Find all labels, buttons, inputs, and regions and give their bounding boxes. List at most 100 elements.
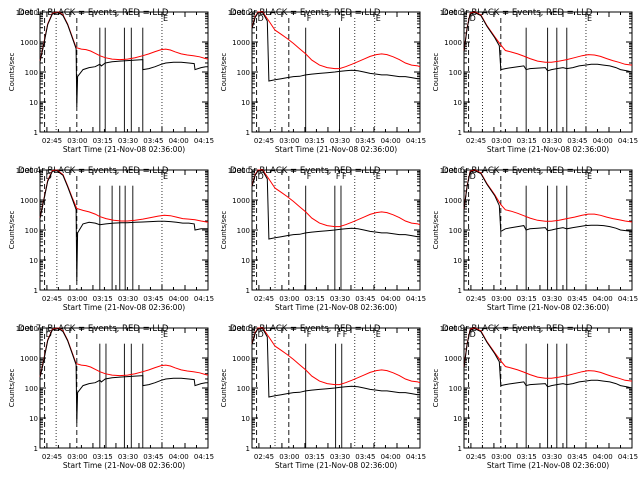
x-axis-label: Start Time (21-Nov-08 02:36:00) xyxy=(487,145,609,154)
x-tick-label: 02:45 xyxy=(466,295,486,303)
panel-det-8: Det 8r BLACK = Events, RED = LLD 1 10 100 10… xyxy=(220,324,426,470)
x-tick-label: 04:15 xyxy=(194,295,214,303)
marker-label: E xyxy=(376,172,381,181)
panel-det-2: Det 2r BLACK = Events, RED = LLD 1 10 100 10… xyxy=(220,8,426,154)
x-tick-label: 02:45 xyxy=(466,453,486,461)
x-tick-label: 02:45 xyxy=(254,137,274,145)
lld-series-line xyxy=(39,169,209,223)
x-tick-label: 03:45 xyxy=(143,453,163,461)
marker-label: F xyxy=(337,330,342,339)
x-tick-label: 03:15 xyxy=(93,137,113,145)
y-tick-label: 1 xyxy=(246,445,250,453)
events-series-line xyxy=(463,328,633,389)
y-axis-label: Counts/sec xyxy=(432,369,440,408)
x-tick-label: 02:45 xyxy=(466,137,486,145)
x-tick-label: 03:45 xyxy=(567,453,587,461)
marker-label: D xyxy=(46,172,52,181)
events-series-line xyxy=(39,170,208,282)
y-tick-label: 10000 xyxy=(16,9,38,17)
y-axis-label: Counts/sec xyxy=(8,53,16,92)
marker-label: D xyxy=(470,330,476,339)
y-tick-label: 1000 xyxy=(232,39,250,47)
x-tick-label: 04:00 xyxy=(593,453,613,461)
x-tick-label: 03:30 xyxy=(118,453,138,461)
marker-label: E xyxy=(376,14,381,23)
y-tick-label: 10000 xyxy=(228,167,250,175)
x-tick-label: 04:15 xyxy=(618,295,638,303)
x-tick-label: 03:45 xyxy=(355,137,375,145)
x-tick-label: 03:45 xyxy=(567,295,587,303)
y-tick-label: 10 xyxy=(241,99,250,107)
y-tick-label: 1000 xyxy=(444,355,462,363)
y-tick-label: 1000 xyxy=(444,197,462,205)
x-tick-label: 03:15 xyxy=(517,453,537,461)
marker-label: F xyxy=(307,14,312,23)
x-tick-label: 04:00 xyxy=(381,137,401,145)
x-tick-label: 03:00 xyxy=(279,137,299,145)
marker-label: F xyxy=(342,172,347,181)
x-tick-label: 03:30 xyxy=(118,137,138,145)
y-tick-label: 1 xyxy=(458,129,462,137)
x-tick-label: 03:45 xyxy=(143,295,163,303)
marker-label: E xyxy=(163,14,168,23)
marker-label: D xyxy=(470,172,476,181)
y-tick-label: 1000 xyxy=(20,355,38,363)
panel-det-6: Det 6r BLACK = Events, RED = LLD 1 10 100 10… xyxy=(432,166,638,312)
y-tick-label: 100 xyxy=(25,69,38,77)
events-series-line xyxy=(39,327,208,423)
marker-label: E xyxy=(376,330,381,339)
x-axis-label: Start Time (21-Nov-08 02:36:00) xyxy=(63,461,185,470)
marker-label: F xyxy=(340,14,345,23)
y-tick-label: 100 xyxy=(237,385,250,393)
y-tick-label: 10 xyxy=(453,257,462,265)
marker-label: D xyxy=(46,330,52,339)
y-tick-label: 1 xyxy=(246,129,250,137)
y-tick-label: 10 xyxy=(241,257,250,265)
x-axis-label: Start Time (21-Nov-08 02:36:00) xyxy=(63,145,185,154)
marker-label: D xyxy=(258,14,264,23)
y-tick-label: 10 xyxy=(29,415,38,423)
x-tick-label: 04:00 xyxy=(381,295,401,303)
x-tick-label: 02:45 xyxy=(42,295,62,303)
y-tick-label: 100 xyxy=(237,69,250,77)
panel-title: Det 7r BLACK = Events, RED = LLD xyxy=(18,324,169,334)
panel-title: Det 4r BLACK = Events, RED = LLD xyxy=(18,166,169,176)
y-tick-label: 10 xyxy=(453,99,462,107)
panel-det-1: Det 1r BLACK = Events, RED = LLD 1 10 100 10… xyxy=(8,8,214,154)
panel-det-5: Det 5r BLACK = Events, RED = LLD 1 10 100 10… xyxy=(220,166,426,312)
y-tick-label: 10000 xyxy=(228,325,250,333)
panel-title: Det 3r BLACK = Events, RED = LLD xyxy=(442,8,593,18)
marker-label: D xyxy=(470,14,476,23)
marker-label: E xyxy=(163,330,168,339)
x-tick-label: 03:00 xyxy=(67,295,87,303)
x-tick-label: 04:00 xyxy=(593,137,613,145)
lld-series-line xyxy=(251,327,421,386)
y-tick-label: 1000 xyxy=(20,197,38,205)
marker-label: E xyxy=(587,172,592,181)
y-tick-label: 100 xyxy=(449,69,462,77)
x-tick-label: 03:15 xyxy=(517,137,537,145)
y-tick-label: 1 xyxy=(34,287,38,295)
y-tick-label: 1 xyxy=(458,445,462,453)
plot-frame xyxy=(39,169,209,291)
x-tick-label: 03:00 xyxy=(279,453,299,461)
x-tick-label: 04:15 xyxy=(618,453,638,461)
x-axis-label: Start Time (21-Nov-08 02:36:00) xyxy=(275,461,397,470)
y-tick-label: 1 xyxy=(246,287,250,295)
y-tick-label: 100 xyxy=(449,385,462,393)
panel-title: Det 9r BLACK = Events, RED = LLD xyxy=(442,324,593,334)
y-axis-label: Counts/sec xyxy=(432,211,440,250)
y-axis-label: Counts/sec xyxy=(220,369,228,408)
y-tick-label: 1000 xyxy=(444,39,462,47)
x-tick-label: 04:00 xyxy=(381,453,401,461)
x-tick-label: 03:45 xyxy=(355,295,375,303)
y-tick-label: 10 xyxy=(29,99,38,107)
panel-title: Det 8r BLACK = Events, RED = LLD xyxy=(230,324,381,334)
y-tick-label: 1000 xyxy=(20,39,38,47)
y-tick-label: 10 xyxy=(29,257,38,265)
y-tick-label: 100 xyxy=(25,385,38,393)
y-axis-label: Counts/sec xyxy=(432,53,440,92)
panel-det-9: Det 9r BLACK = Events, RED = LLD 1 10 100 10… xyxy=(432,324,638,470)
panel-title: Det 6r BLACK = Events, RED = LLD xyxy=(442,166,593,176)
